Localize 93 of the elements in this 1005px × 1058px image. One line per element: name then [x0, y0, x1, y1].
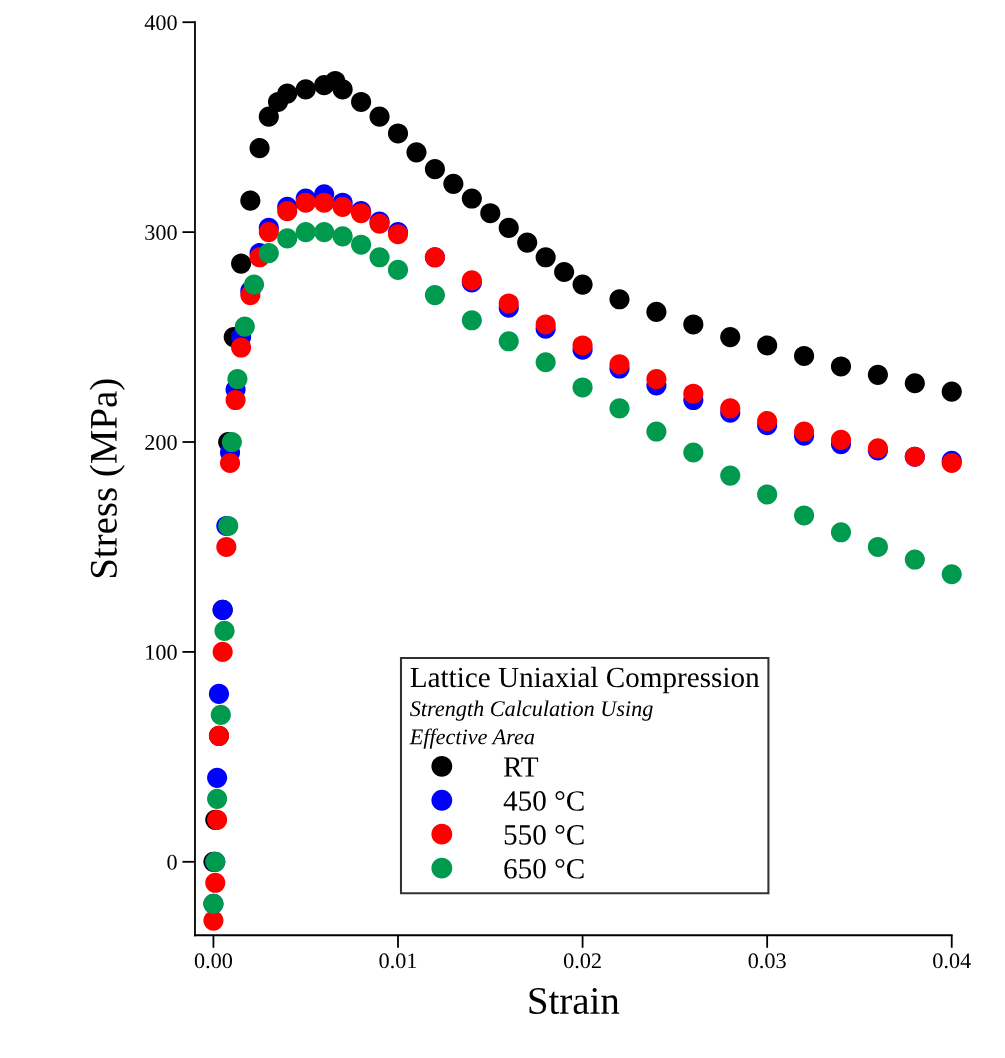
- point: [904, 373, 925, 394]
- point: [609, 289, 630, 310]
- point: [231, 253, 252, 274]
- point: [830, 522, 852, 543]
- point: [757, 335, 778, 356]
- point: [535, 352, 556, 373]
- point: [351, 234, 372, 255]
- point: [683, 442, 704, 463]
- y-tick-label: 200: [145, 434, 177, 450]
- point: [646, 301, 667, 322]
- point: [295, 79, 316, 100]
- point: [941, 564, 962, 585]
- point: [203, 910, 224, 931]
- point: [207, 788, 228, 809]
- y-tick-label: 100: [146, 644, 177, 660]
- point: [387, 259, 409, 280]
- point: [214, 620, 235, 641]
- point: [867, 536, 888, 558]
- point: [461, 188, 482, 209]
- x-tick-label: 0.02: [563, 953, 601, 969]
- x-tick-label: 0.00: [194, 953, 233, 969]
- point: [258, 243, 279, 264]
- point: [572, 377, 593, 398]
- annotation: Strength Calculation Using Effective Area: [409, 700, 653, 749]
- point: [277, 228, 298, 249]
- x-tick-label: 0.04: [933, 953, 971, 969]
- point: [243, 274, 265, 295]
- point: [249, 138, 270, 159]
- y-axis-title: Stress (MPa): [89, 379, 125, 578]
- point: [720, 465, 741, 486]
- y-tick-label: 400: [144, 15, 177, 31]
- point: [461, 310, 482, 331]
- point: [683, 383, 704, 404]
- point: [646, 421, 667, 442]
- point: [535, 247, 556, 268]
- point: [227, 368, 248, 390]
- point: [240, 190, 261, 211]
- point: [830, 356, 852, 377]
- point: [332, 79, 353, 100]
- point: [424, 159, 445, 180]
- point: [517, 232, 538, 253]
- point: [258, 222, 279, 243]
- point: [904, 549, 925, 570]
- point: [757, 410, 778, 432]
- point: [277, 201, 298, 222]
- point: [480, 203, 501, 224]
- x-tick-label: 0.03: [748, 953, 786, 969]
- point: [205, 872, 226, 893]
- x-tick-label: 0.01: [379, 953, 417, 969]
- point: [369, 106, 390, 127]
- point: [867, 364, 888, 385]
- point: [216, 536, 237, 558]
- x-axis-title: Strain: [529, 987, 620, 1015]
- point: [406, 142, 427, 163]
- point: [941, 381, 962, 402]
- point: [646, 368, 667, 390]
- legend-label: 450 °C: [503, 791, 584, 811]
- point: [219, 452, 241, 474]
- legend-label: RT: [503, 757, 539, 777]
- point: [369, 247, 390, 268]
- point: [225, 389, 246, 411]
- legend-label: 550 °C: [504, 825, 584, 845]
- point: [277, 83, 298, 104]
- point: [314, 222, 335, 243]
- point: [720, 327, 741, 348]
- point: [234, 316, 255, 337]
- y-tick-label: 300: [145, 225, 177, 241]
- point: [207, 767, 228, 788]
- point: [794, 505, 815, 526]
- point: [498, 331, 519, 352]
- point: [231, 337, 252, 358]
- point: [295, 222, 316, 243]
- point: [757, 484, 778, 505]
- point: [830, 429, 852, 450]
- point: [351, 91, 372, 113]
- point: [210, 704, 231, 725]
- point: [314, 192, 335, 213]
- legend-title: Lattice Uniaxial Compression: [410, 666, 760, 694]
- y-tick-label: 0: [167, 854, 177, 870]
- point: [554, 261, 575, 283]
- point: [572, 274, 593, 295]
- point: [683, 314, 704, 335]
- point: [794, 345, 815, 367]
- point: [258, 106, 279, 127]
- point: [498, 217, 519, 238]
- legend-label: 650 °C: [504, 858, 584, 879]
- point: [332, 226, 353, 247]
- point: [208, 683, 230, 704]
- point: [609, 398, 630, 419]
- point: [443, 173, 464, 194]
- point: [387, 123, 409, 144]
- point: [212, 641, 233, 662]
- point: [424, 285, 445, 306]
